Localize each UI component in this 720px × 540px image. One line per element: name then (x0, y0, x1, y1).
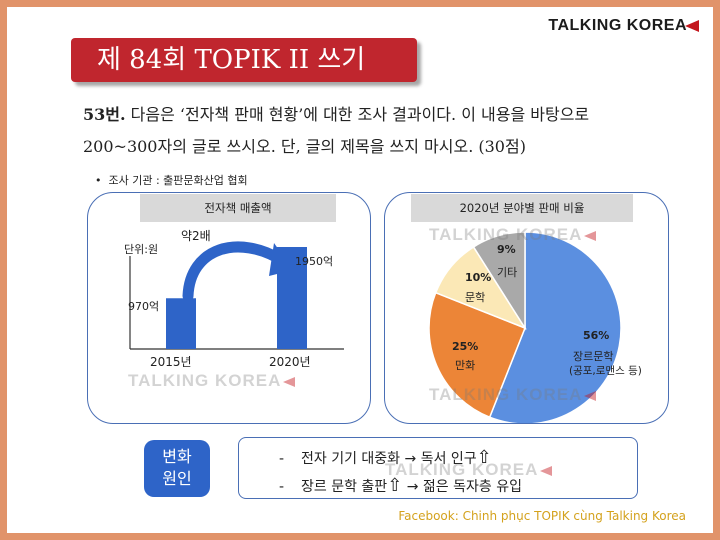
question-line-2: 200~300자의 글로 쓰시오. 단, 글의 제목을 쓰지 마시오. (30점… (83, 137, 526, 156)
pie-pct-label-literature: 10% (465, 271, 492, 284)
question-line-1: 다음은 ‘전자책 판매 현황’에 대한 조사 결과이다. 이 내용을 바탕으로 (130, 105, 590, 124)
slide: TALKING KOREA 제 84회 TOPIK II 쓰기 53번. 다음은… (7, 7, 713, 533)
pie-pct-label-comics: 25% (452, 340, 479, 353)
pie-chart (428, 231, 622, 423)
bar-chart (129, 241, 344, 350)
pie-chart-title: 2020년 분야별 판매 비율 (411, 194, 633, 222)
question-number: 53번. (83, 105, 126, 124)
pie-label-literature: 문학 (465, 291, 486, 304)
pie-label-comics: 만화 (455, 359, 476, 372)
bar-2015년 (166, 298, 196, 349)
page-title: 제 84회 TOPIK II 쓰기 (71, 38, 417, 82)
logo-triangle-icon (685, 19, 699, 32)
cause-heading-box: 변화 원인 (144, 440, 210, 497)
facebook-credit: Facebook: Chinh phục TOPIK cùng Talking … (398, 509, 686, 523)
bar-chart-title: 전자책 매출액 (140, 194, 336, 222)
question-text: 53번. 다음은 ‘전자책 판매 현황’에 대한 조사 결과이다. 이 내용을 … (83, 99, 703, 163)
x-tick-2020: 2020년 (269, 355, 311, 369)
pie-pct-label-other: 9% (497, 243, 516, 256)
unit-label: 단위:원 (124, 243, 159, 256)
list-item: - 전자 기기 대중화 → 독서 인구⇧ (279, 447, 492, 468)
brand-logo: TALKING KOREA (548, 17, 699, 35)
growth-annotation: 약2배 (181, 229, 211, 243)
up-arrow-icon: ⇧ (387, 475, 403, 496)
list-item: - 장르 문학 출판⇧ → 젊은 독자층 유입 (279, 475, 522, 496)
bar-value-label-2020: 1950억 (295, 255, 334, 268)
genre-share-panel: 2020년 분야별 판매 비율 TALKING KOREA TALKING KO… (384, 192, 669, 424)
pie-slice-1 (428, 291, 526, 419)
growth-arrow-icon (182, 241, 289, 302)
x-tick-2015: 2015년 (150, 355, 192, 369)
bar-value-label-2015: 970억 (128, 300, 160, 313)
cause-list: - 전자 기기 대중화 → 독서 인구⇧ - 장르 문학 출판⇧ → 젊은 독자층 … (238, 437, 638, 499)
bar-2020년 (277, 247, 307, 349)
pie-slice-0 (488, 231, 622, 423)
pie-sublabel-genre: (공포,로맨스 등) (569, 365, 642, 377)
ebook-sales-panel: 전자책 매출액 단위:원 약2배 2015년 2020년 970억 1950억 … (87, 192, 371, 424)
pie-pct-label-genre: 56% (583, 329, 610, 342)
pie-slice-3 (472, 231, 526, 331)
survey-source: • 조사 기관 : 출판문화산업 협회 (95, 174, 248, 187)
pie-label-other: 기타 (497, 266, 518, 279)
pie-label-genre: 장르문학 (573, 350, 614, 363)
up-arrow-icon: ⇧ (476, 447, 492, 468)
